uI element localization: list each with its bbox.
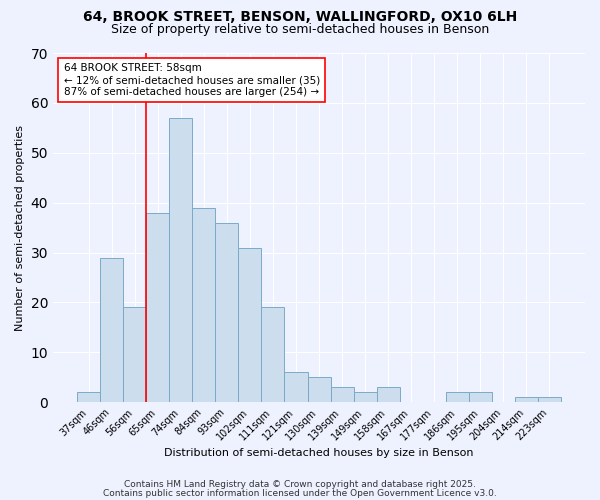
Bar [446,392,469,402]
Bar [308,377,331,402]
Bar [77,392,100,402]
Bar [331,387,353,402]
Text: 64, BROOK STREET, BENSON, WALLINGFORD, OX10 6LH: 64, BROOK STREET, BENSON, WALLINGFORD, O… [83,10,517,24]
Bar [353,392,377,402]
Bar [469,392,492,402]
Text: Contains HM Land Registry data © Crown copyright and database right 2025.: Contains HM Land Registry data © Crown c… [124,480,476,489]
Bar [284,372,308,402]
Bar [215,222,238,402]
Text: Size of property relative to semi-detached houses in Benson: Size of property relative to semi-detach… [111,22,489,36]
X-axis label: Distribution of semi-detached houses by size in Benson: Distribution of semi-detached houses by … [164,448,474,458]
Bar [146,212,169,402]
Bar [238,248,262,402]
Bar [193,208,215,402]
Bar [100,258,123,402]
Text: Contains public sector information licensed under the Open Government Licence v3: Contains public sector information licen… [103,488,497,498]
Bar [515,397,538,402]
Bar [169,118,193,402]
Y-axis label: Number of semi-detached properties: Number of semi-detached properties [15,124,25,330]
Bar [123,308,146,402]
Bar [262,308,284,402]
Text: 64 BROOK STREET: 58sqm
← 12% of semi-detached houses are smaller (35)
87% of sem: 64 BROOK STREET: 58sqm ← 12% of semi-det… [64,64,320,96]
Bar [538,397,561,402]
Bar [377,387,400,402]
